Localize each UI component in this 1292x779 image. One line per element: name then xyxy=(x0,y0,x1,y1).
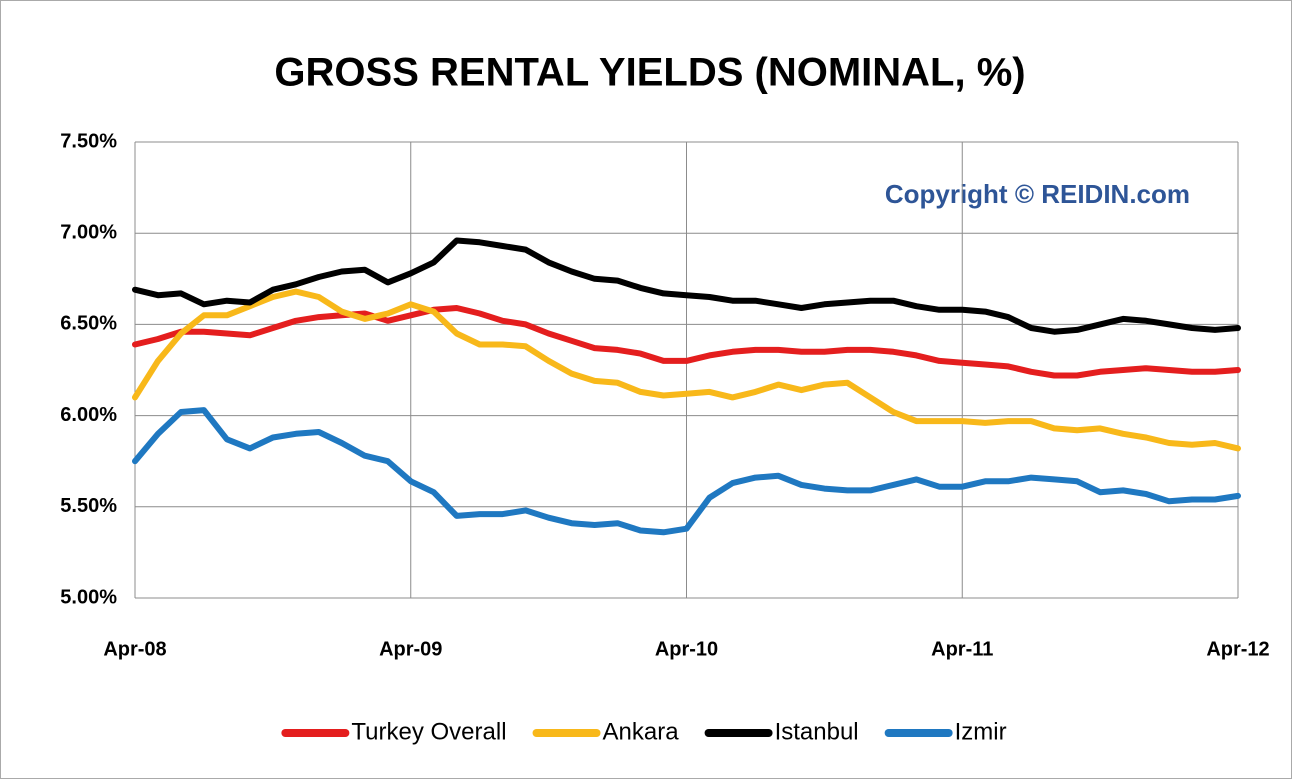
annotation: Copyright © REIDIN.com xyxy=(885,179,1190,209)
legend-label: Istanbul xyxy=(775,718,859,745)
x-tick-label: Apr-12 xyxy=(1206,638,1269,660)
legend-label: Izmir xyxy=(955,718,1007,745)
x-tick-label: Apr-09 xyxy=(379,638,442,660)
chart-title: GROSS RENTAL YIELDS (NOMINAL, %) xyxy=(274,51,1025,95)
y-tick-label: 5.00% xyxy=(60,586,117,608)
series-line xyxy=(132,237,1241,335)
x-tick-label: Apr-08 xyxy=(103,638,166,660)
series-line xyxy=(132,305,1241,379)
legend-label: Turkey Overall xyxy=(351,718,506,745)
x-tick-label: Apr-10 xyxy=(655,638,718,660)
series-line xyxy=(132,407,1241,536)
legend-label: Ankara xyxy=(603,718,680,745)
series-line xyxy=(132,288,1241,452)
y-tick-label: 6.50% xyxy=(60,313,117,335)
y-tick-label: 6.00% xyxy=(60,404,117,426)
y-tick-label: 7.00% xyxy=(60,221,117,243)
y-tick-label: 7.50% xyxy=(60,130,117,152)
x-tick-label: Apr-11 xyxy=(931,638,993,660)
y-tick-label: 5.50% xyxy=(60,495,117,517)
